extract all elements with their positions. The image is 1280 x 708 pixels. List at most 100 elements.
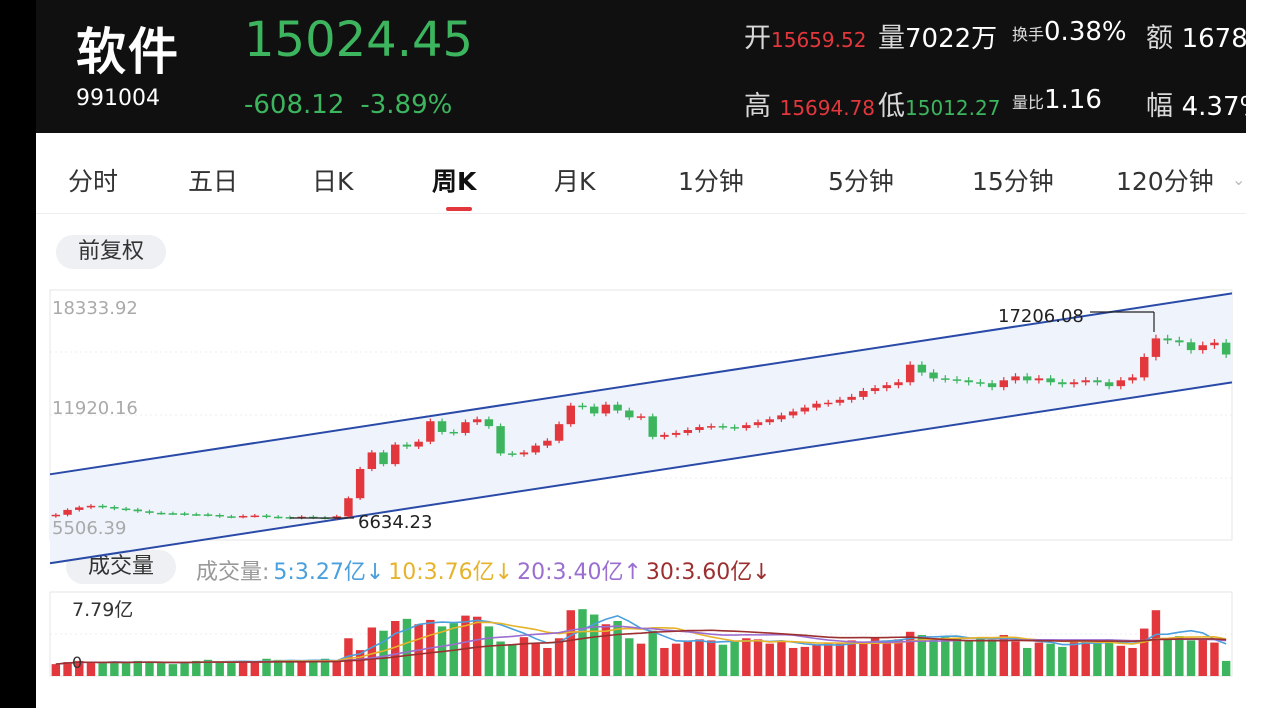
candle — [788, 408, 798, 419]
volume-bar — [367, 627, 377, 676]
adjust-button[interactable]: 前复权 — [56, 235, 167, 269]
candle — [882, 382, 891, 392]
volume-bar — [531, 643, 540, 676]
candle — [1140, 353, 1149, 381]
tab-5min[interactable]: 5分钟 — [828, 167, 894, 196]
candle-body — [660, 434, 669, 437]
volume-legend-title: 成交量: — [196, 560, 270, 585]
candle-body — [426, 421, 435, 442]
candle — [1116, 377, 1126, 390]
tab-intraday[interactable]: 分时 — [68, 167, 119, 196]
candle-body — [718, 426, 728, 428]
turnover-value: 0.38% — [1044, 17, 1127, 47]
candle — [894, 379, 903, 389]
candle-body — [227, 516, 236, 518]
candle-body — [168, 513, 178, 515]
candle-body — [156, 512, 166, 515]
candle — [86, 504, 96, 510]
volume-indicator-button[interactable]: 成交量 — [66, 550, 177, 584]
candle-body — [882, 385, 891, 389]
volume-bar — [999, 635, 1009, 676]
candle-body — [1011, 376, 1020, 381]
chevron-down-icon[interactable]: ⌄ — [1232, 170, 1246, 189]
candle — [636, 413, 646, 421]
candle-body — [554, 424, 564, 441]
volume-bar — [519, 637, 529, 676]
stat-turnover: 换手0.38% — [1012, 17, 1127, 47]
tab-monthly-k[interactable]: 月K — [554, 167, 596, 196]
channel-upper-line — [49, 292, 1233, 476]
volume-bar — [625, 638, 634, 676]
volume-bar — [952, 638, 962, 676]
candle — [355, 466, 365, 501]
volume-bar — [262, 658, 271, 676]
candle — [695, 424, 704, 433]
candle — [753, 419, 763, 428]
candle — [402, 442, 412, 449]
candle — [168, 511, 178, 516]
candle — [800, 404, 810, 415]
candlestick-chart[interactable]: 18333.92 11920.16 5506.39 7.79亿 0 17206.… — [36, 0, 1246, 708]
volume-bar — [1046, 643, 1055, 676]
candle — [238, 514, 248, 519]
volume-bar — [859, 642, 868, 676]
candle — [812, 400, 821, 411]
tab-weekly-k[interactable]: 周K — [432, 167, 477, 196]
candle-body — [496, 426, 505, 454]
candle — [730, 424, 739, 431]
stock-name: 软件 — [76, 23, 180, 81]
volume-bar — [402, 618, 412, 676]
candle-body — [379, 452, 388, 465]
quote-header: 软件 991004 15024.45 -608.12 -3.89% 开15659.… — [36, 0, 1246, 133]
volume-bar — [1128, 647, 1137, 676]
candle-body — [800, 407, 810, 412]
candle-body — [835, 399, 845, 403]
candle — [1175, 336, 1184, 346]
candle-body — [964, 380, 973, 383]
volume-bar — [718, 644, 728, 676]
volume-bar — [601, 624, 611, 676]
candle-body — [730, 427, 739, 429]
candle — [1011, 373, 1020, 384]
candle — [742, 422, 751, 431]
candle-body — [519, 452, 529, 455]
volume-bar — [917, 635, 927, 676]
candle-body — [742, 425, 751, 429]
volume-bar — [1011, 641, 1020, 676]
candle — [110, 505, 119, 511]
volume-bar — [660, 647, 669, 676]
candle-body — [648, 416, 657, 437]
candle — [1151, 334, 1161, 361]
volume-bar — [648, 630, 657, 676]
candle — [718, 423, 728, 430]
right-edge — [1246, 0, 1280, 708]
candle — [1104, 379, 1114, 390]
volume-bar — [75, 660, 84, 676]
tab-15min[interactable]: 15分钟 — [972, 167, 1054, 196]
candle — [496, 423, 505, 456]
candle-body — [180, 513, 189, 515]
tab-daily-k[interactable]: 日K — [312, 167, 354, 196]
volume-bar — [554, 638, 564, 676]
candle — [262, 513, 271, 519]
candle — [531, 443, 540, 455]
candle-body — [683, 430, 693, 433]
volume-bar — [472, 616, 482, 676]
candle-body — [941, 378, 950, 380]
volume-bar — [765, 643, 774, 676]
amplitude-value: 4.37% — [1181, 92, 1246, 122]
candle — [1093, 377, 1102, 386]
volume-bar — [1221, 660, 1231, 676]
volume-bar — [63, 661, 72, 676]
tab-1min[interactable]: 1分钟 — [678, 167, 744, 196]
tab-120min[interactable]: 120分钟 — [1116, 167, 1214, 196]
tab-five-day[interactable]: 五日 — [188, 167, 239, 196]
candle-body — [262, 515, 271, 518]
candle-body — [905, 364, 915, 383]
candle — [156, 511, 166, 515]
candle — [964, 377, 973, 386]
candle — [227, 514, 236, 519]
candle — [824, 399, 833, 407]
volume-bar — [1151, 610, 1161, 676]
volume-bar — [1210, 642, 1219, 676]
